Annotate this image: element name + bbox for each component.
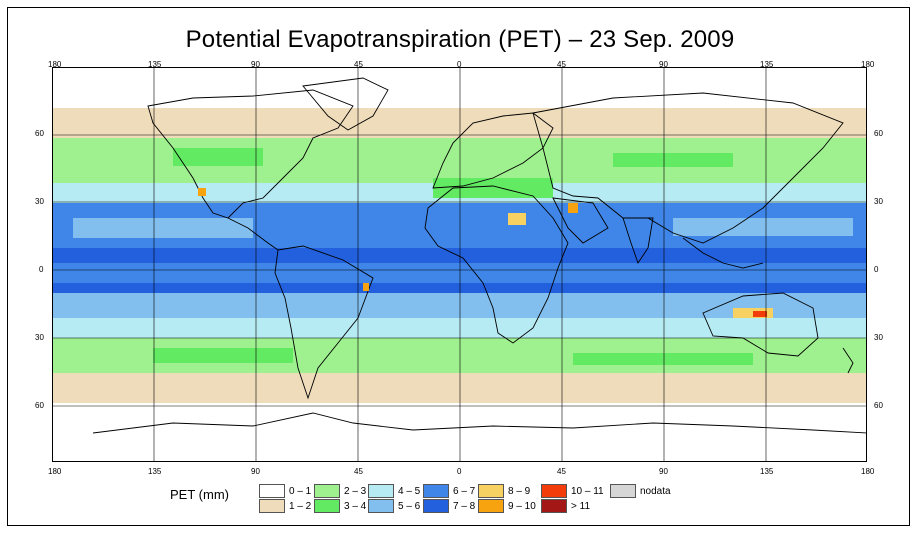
legend-swatch [478,484,504,498]
legend-swatch [259,499,285,513]
band-north-60 [53,108,866,138]
legend-label: 6 – 7 [453,486,476,497]
lon-tick-top: 135 [760,60,774,69]
north-america-coast [147,89,354,219]
southeast-asia-coast [682,237,764,269]
lat-tick-left: 30 [35,197,44,206]
legend-swatch [314,484,340,498]
hotspot [568,203,578,213]
legend-swatch [368,499,394,513]
legend-label: 2 – 3 [344,486,367,497]
lon-tick-top: 0 [457,60,462,69]
legend-label: 3 – 4 [344,501,367,512]
legend-swatch [423,499,449,513]
lat-tick-left: 0 [39,265,44,274]
lon-tick-top: 45 [354,60,363,69]
lat-tick-right: 60 [874,401,883,410]
lon-tick-top: 90 [659,60,668,69]
greenland-coast [302,77,389,131]
new-zealand-coast [842,347,854,374]
legend-swatch [541,484,567,498]
patch [153,348,293,363]
coastlines [92,77,866,434]
legend-label: 9 – 10 [508,501,536,512]
lat-tick-right: 60 [874,129,883,138]
lon-tick-top: 135 [148,60,162,69]
legend-title: PET (mm) [170,487,229,502]
figure-frame [7,7,910,526]
graticule [53,68,866,461]
band-south-subtrop [53,293,866,318]
legend-label: 10 – 11 [571,486,604,497]
lon-tick-bottom: 135 [760,467,774,476]
lat-tick-right: 30 [874,197,883,206]
lon-tick-bottom: 45 [557,467,566,476]
legend-label: 7 – 8 [453,501,476,512]
lon-tick-bottom: 180 [48,467,62,476]
patch [573,353,753,365]
legend-swatch [314,499,340,513]
legend-label: 5 – 6 [398,501,421,512]
antarctica-coast [92,412,866,434]
band-arctic [53,68,866,108]
legend-label: nodata [640,486,671,497]
legend-swatch [368,484,394,498]
lon-tick-bottom: 90 [659,467,668,476]
hotspot [363,283,369,291]
hotspot [198,188,206,196]
legend-swatch [478,499,504,513]
patch [613,153,733,167]
lon-tick-bottom: 135 [148,467,162,476]
patch [673,218,853,236]
legend-label: 1 – 2 [289,501,312,512]
lon-tick-bottom: 180 [861,467,875,476]
pet-map [52,67,867,462]
lat-tick-left: 60 [35,129,44,138]
lon-tick-bottom: 45 [354,467,363,476]
band-south-50 [53,373,866,403]
lon-tick-top: 180 [48,60,62,69]
asia-coast [532,92,844,244]
band-antarctic [53,403,866,461]
europe-coast [432,112,554,189]
map-svg [53,68,866,461]
lat-tick-right: 0 [874,265,879,274]
legend-swatch [541,499,567,513]
lon-tick-top: 90 [251,60,260,69]
lon-tick-bottom: 90 [251,467,260,476]
map-title: Potential Evapotranspiration (PET) – 23 … [185,26,735,53]
india-coast [622,217,654,265]
hotspot [753,311,767,317]
lat-tick-left: 60 [35,401,44,410]
hotspot [508,213,526,225]
lat-tick-right: 30 [874,333,883,342]
legend-swatch [423,484,449,498]
lat-tick-left: 30 [35,333,44,342]
legend-label: 0 – 1 [289,486,312,497]
legend-label: > 11 [571,501,590,512]
central-america-coast [227,217,279,251]
patch [73,218,253,238]
africa-coast [424,185,569,344]
patch [433,178,553,198]
legend-label: 8 – 9 [508,486,531,497]
legend-swatch [610,484,636,498]
legend-swatch [259,484,285,498]
lon-tick-top: 180 [861,60,875,69]
australia-coast [702,292,819,357]
lon-tick-top: 45 [557,60,566,69]
lon-tick-bottom: 0 [457,467,462,476]
south-america-coast [274,245,374,400]
legend-label: 4 – 5 [398,486,421,497]
patch [173,148,263,166]
